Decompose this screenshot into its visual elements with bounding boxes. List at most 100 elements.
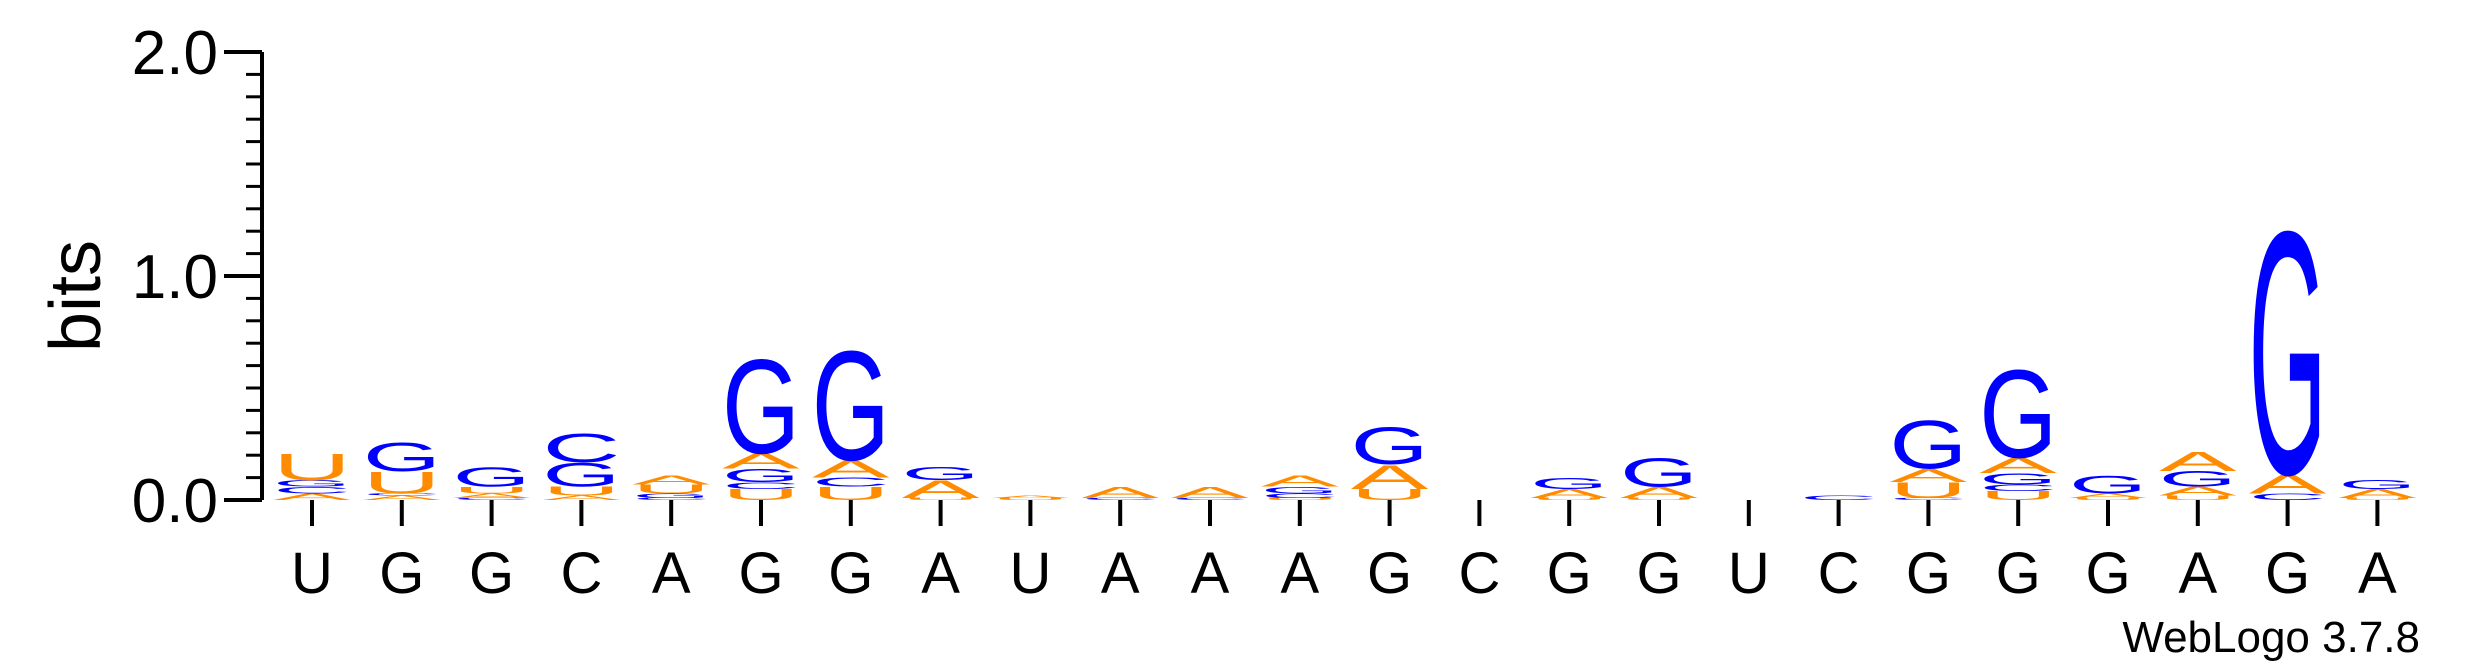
logo-letter-c: C [542, 426, 620, 471]
logo-letter-u: U [1979, 489, 2057, 503]
logo-letter-u: U [1261, 497, 1339, 500]
logo-letter-a: A [992, 495, 1070, 498]
logo-letter-g: G [1530, 475, 1608, 492]
logo-letter-g: G [1889, 407, 1967, 484]
logo-letter-g: G [1979, 470, 2057, 487]
logo-letter-g: G [722, 465, 800, 486]
logo-letter-u: U [1530, 497, 1608, 500]
logo-letter-a: A [902, 475, 980, 503]
logo-letter-a: A [453, 492, 531, 499]
logo-letter-u: U [722, 486, 800, 503]
logo-letter-a: A [273, 492, 351, 502]
logo-letter-c: C [2249, 492, 2327, 502]
logo-letter-a: A [1171, 484, 1249, 502]
letter-stack: UAG [2069, 471, 2147, 501]
logo-letter-a: A [632, 473, 711, 487]
x-tick-label: A [2178, 541, 2217, 606]
logo-letter-g: G [2159, 467, 2237, 491]
x-tick-label: G [379, 541, 424, 606]
letter-stack: UAG [902, 463, 980, 503]
letter-stack: UAG [1620, 450, 1699, 501]
x-tick-label: G [1547, 541, 1592, 606]
logo-letter-c: C [1261, 492, 1339, 499]
logo-letter-a: A [543, 494, 621, 501]
logo-letter-a: A [2339, 486, 2418, 500]
x-tick-label: C [1458, 541, 1500, 606]
logo-letter-u: U [363, 465, 441, 500]
logo-letter-g: G [812, 318, 890, 493]
logo-letter-c: C [363, 493, 441, 496]
logo-letter-a: A [1530, 486, 1609, 500]
logo-letter-u: U [632, 482, 710, 496]
y-axis-label: bits [36, 240, 116, 352]
logo-letter-u: U [2338, 497, 2416, 500]
logo-letter-g: G [1620, 450, 1698, 495]
logo-letter-a: A [363, 494, 441, 501]
letter-stack: UAG [2338, 478, 2417, 501]
logo-letter-g: G [453, 461, 531, 493]
logo-letter-g: G [722, 333, 800, 483]
letter-stack: UAG [1351, 416, 1430, 503]
logo-letter-u: U [2159, 494, 2237, 501]
weblogo-credit: WebLogo 3.7.8 [2122, 613, 2420, 662]
logo-letter-g: G [902, 463, 980, 484]
x-tick-label: G [828, 541, 873, 606]
logo-letter-u: U [812, 483, 890, 504]
logo-letter-a: A [2159, 445, 2237, 477]
logo-letter-g: G [2249, 161, 2327, 548]
x-tick-label: A [1101, 541, 1140, 606]
logo-letter-a: A [1890, 465, 1968, 486]
logo-letter-c: C [812, 475, 890, 489]
logo-letter-c: C [632, 497, 710, 500]
logo-letter-u: U [542, 484, 620, 498]
logo-letter-a: A [722, 449, 800, 474]
x-tick-label: G [738, 541, 783, 606]
logo-letter-u: U [1889, 478, 1967, 503]
logo-letter-c: C [453, 497, 531, 500]
x-tick-label: A [652, 541, 691, 606]
letter-stack: UA [991, 495, 1069, 501]
letter-stack: CA [1171, 484, 1250, 502]
logo-letter-c: C [722, 480, 800, 490]
x-tick-label: G [1996, 541, 2041, 606]
logo-letter-g: G [1979, 345, 2057, 485]
x-tick-label: C [1818, 541, 1860, 606]
letter-stack: CA [1081, 484, 1160, 502]
x-tick-label: G [1636, 541, 1681, 606]
x-tick-label: A [2358, 541, 2397, 606]
logo-letter-g: G [2338, 478, 2416, 492]
logo-letter-u: U [1351, 486, 1429, 503]
logo-letter-c: C [1800, 494, 1878, 501]
x-tick-label: G [1367, 541, 1412, 606]
letter-stack: C [1800, 494, 1878, 501]
x-tick-label: A [1191, 541, 1230, 606]
x-tick-label: C [560, 541, 602, 606]
logo-letter-a: A [1351, 458, 1430, 496]
y-tick-label: 1.0 [132, 243, 218, 312]
x-tick-label: G [469, 541, 514, 606]
logo-letter-g: G [2069, 471, 2147, 499]
x-tick-label: U [1728, 541, 1770, 606]
x-tick-label: G [1906, 541, 1951, 606]
logo-letter-u: U [273, 446, 351, 488]
logo-letter-c: C [1889, 497, 1967, 500]
logo-letter-a: A [2069, 492, 2147, 499]
logo-letter-g: G [632, 492, 710, 499]
logo-letter-g: G [273, 478, 351, 488]
logo-letter-u: U [2069, 497, 2147, 500]
logo-letter-a: A [1979, 453, 2057, 478]
logo-letter-u: U [1620, 497, 1698, 500]
x-tick-label: G [2085, 541, 2130, 606]
x-tick-label: G [2265, 541, 2310, 606]
logo-letter-a: A [2159, 484, 2238, 498]
logo-letter-u: U [991, 497, 1069, 500]
